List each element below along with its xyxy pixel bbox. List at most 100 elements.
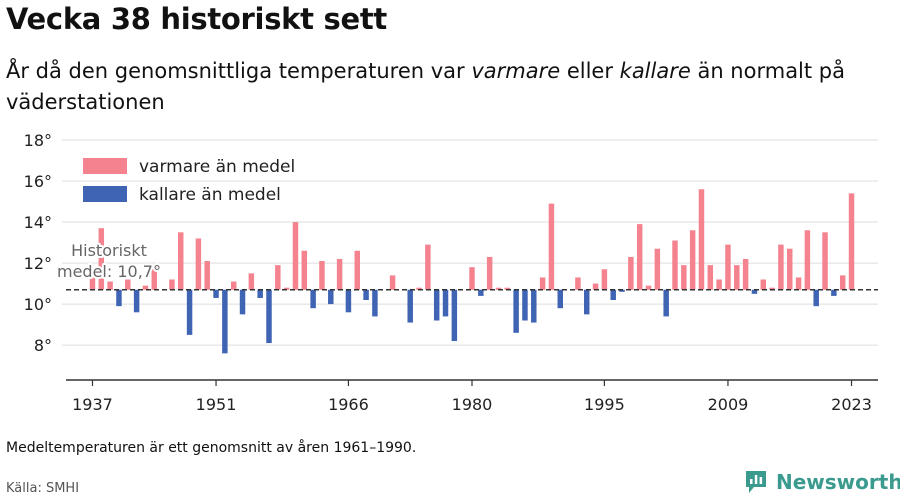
bar-2021 <box>831 289 837 296</box>
bar-1961 <box>301 250 308 290</box>
bar-1969 <box>372 289 378 317</box>
bar-2002 <box>663 289 669 317</box>
legend-label-warm: varmare än medel <box>139 157 295 177</box>
bar-1951 <box>213 289 219 298</box>
x-tick-label: 1995 <box>584 395 625 414</box>
bar-1947 <box>178 232 184 290</box>
bar-1993 <box>584 289 590 315</box>
legend-layer: varmare än medel kallare än medel <box>83 157 295 205</box>
y-tick-label: 16° <box>24 172 52 191</box>
chart-subtitle: År då den genomsnittliga temperaturen va… <box>6 56 866 118</box>
source-credit: Källa: SMHI <box>6 481 80 496</box>
legend-label-cold: kallare än medel <box>139 185 281 205</box>
bar-1997 <box>619 289 625 292</box>
bar-1965 <box>336 258 343 290</box>
bar-1985 <box>513 289 519 333</box>
x-tick-label: 1937 <box>72 395 113 414</box>
bar-1989 <box>548 203 555 290</box>
bar-2019 <box>813 289 819 307</box>
bar-2013 <box>760 279 766 290</box>
bar-1975 <box>425 244 431 290</box>
bar-2011 <box>742 258 749 290</box>
x-tick-label: 2023 <box>831 395 872 414</box>
bar-1953 <box>230 281 237 290</box>
bar-1938 <box>98 228 105 290</box>
legend-swatch-cold <box>83 186 127 202</box>
bar-1983 <box>495 287 502 290</box>
bar-1968 <box>363 289 369 300</box>
bar-2003 <box>672 240 678 290</box>
bar-1978 <box>451 289 458 342</box>
bar-2004 <box>681 265 687 290</box>
bar-1960 <box>292 222 299 290</box>
x-tick-label: 1951 <box>196 395 237 414</box>
footnote: Medeltemperaturen är ett genomsnitt av å… <box>6 440 417 456</box>
bar-1974 <box>416 287 422 290</box>
bar-2020 <box>822 232 828 290</box>
bar-1990 <box>557 289 563 309</box>
bar-1967 <box>354 250 360 290</box>
bar-1982 <box>486 256 493 290</box>
y-tick-label: 12° <box>24 254 52 273</box>
bar-1954 <box>239 289 246 315</box>
bar-1949 <box>195 238 202 290</box>
y-tick-label: 10° <box>24 295 52 314</box>
bar-2012 <box>751 289 758 294</box>
bar-1999 <box>636 224 643 290</box>
y-tick-label: 8° <box>34 336 52 355</box>
bar-2015 <box>778 244 784 290</box>
bar-2009 <box>725 244 731 290</box>
subtitle-part-2: eller <box>560 59 620 83</box>
subtitle-part-3: än normalt på väderstationen <box>6 59 845 114</box>
bar-2008 <box>716 279 722 290</box>
bar-2005 <box>689 230 696 290</box>
brand-logo[interactable]: Newsworthy <box>744 467 900 497</box>
bar-1939 <box>107 281 113 290</box>
bar-1959 <box>283 287 290 290</box>
y-tick-label: 14° <box>24 213 52 232</box>
mean-label-halo: medel: 10,7° <box>57 262 161 281</box>
bar-1940 <box>116 289 122 307</box>
bar-2014 <box>769 287 775 290</box>
bar-1962 <box>310 289 316 309</box>
bar-layer <box>89 189 855 354</box>
bar-1988 <box>539 277 546 290</box>
bar-2016 <box>787 248 793 290</box>
bar-1995 <box>601 269 608 290</box>
bar-1964 <box>328 289 334 305</box>
bar-1946 <box>169 279 175 290</box>
bar-1955 <box>248 273 255 290</box>
bar-1998 <box>628 256 634 290</box>
bar-2018 <box>804 230 811 290</box>
bar-1958 <box>275 265 281 290</box>
bar-2023 <box>848 193 855 290</box>
bar-1986 <box>522 289 528 321</box>
bar-1943 <box>142 285 149 290</box>
axis-layer: 8° 10° 12° 14° 16° 18° 1937 1951 1966 1980 1995 200… <box>24 131 878 414</box>
bar-2007 <box>707 265 714 290</box>
bar-1937 <box>89 277 96 290</box>
bar-1980 <box>469 267 475 290</box>
legend-swatch-warm <box>83 158 127 174</box>
bar-2006 <box>698 189 705 290</box>
y-tick-label: 18° <box>24 131 52 150</box>
bar-2001 <box>654 248 661 290</box>
bar-2022 <box>839 275 846 290</box>
bar-1976 <box>433 289 440 321</box>
mean-label: medel: 10,7° <box>57 262 161 281</box>
bar-2017 <box>795 277 802 290</box>
x-tick-label: 1980 <box>452 395 493 414</box>
bar-1996 <box>610 289 616 300</box>
bar-1944 <box>151 265 157 290</box>
bar-1971 <box>389 275 396 290</box>
subtitle-colder: kallare <box>619 59 691 83</box>
bar-1941 <box>125 279 131 290</box>
bar-1950 <box>204 261 210 290</box>
bar-1973 <box>407 289 413 323</box>
mean-label-halo: Historiskt <box>71 241 147 260</box>
bar-1942 <box>133 289 140 313</box>
bar-1963 <box>319 261 325 290</box>
bar-1956 <box>257 289 263 298</box>
bar-1994 <box>592 283 599 290</box>
